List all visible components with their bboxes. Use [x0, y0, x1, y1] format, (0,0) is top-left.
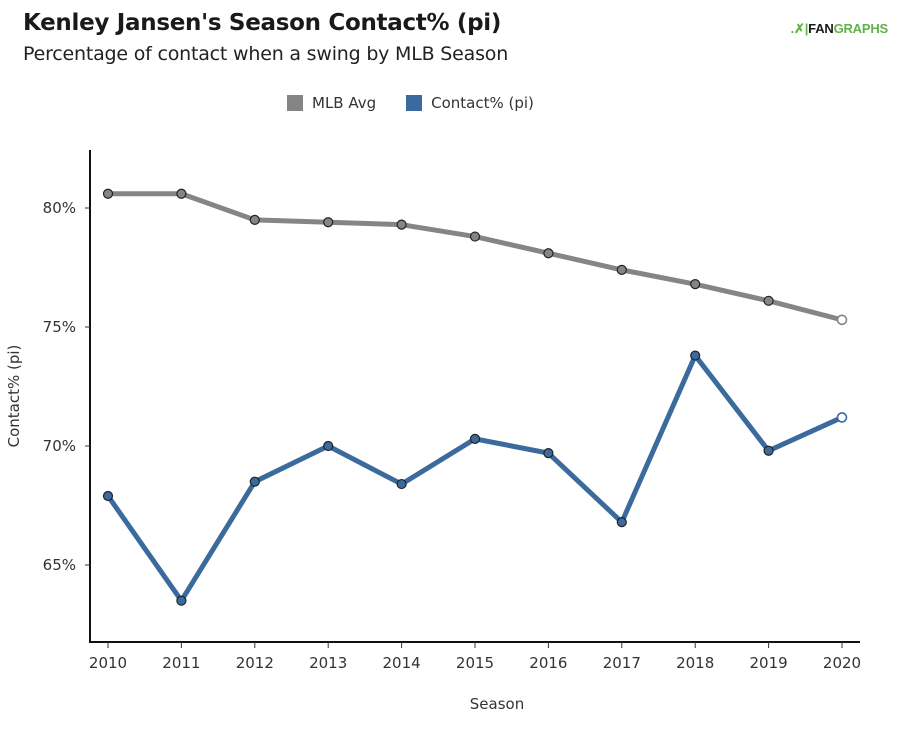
data-point-contact-pi[interactable]: 2019: 69.8%: [763, 445, 774, 456]
data-point-mlb-avg[interactable]: 2020: 75.3%: [836, 314, 848, 326]
data-point-mlb-avg[interactable]: 2010: 80.6%: [102, 188, 114, 199]
chart-legend: MLB Avg Contact% (pi): [287, 94, 564, 112]
data-point-mlb-avg[interactable]: 2015: 78.8%: [469, 231, 481, 242]
data-point-mlb-avg[interactable]: 2011: 80.6%: [176, 188, 187, 199]
data-point-mlb-avg[interactable]: 2016: 78.1%: [543, 248, 554, 259]
y-tick-label: 65%: [43, 556, 76, 574]
data-point-contact-pi[interactable]: 2016: 69.7%: [543, 448, 554, 459]
data-point-contact-pi[interactable]: 2015: 70.3%: [469, 433, 481, 444]
data-point-contact-pi[interactable]: 2017: 66.8%: [616, 517, 627, 528]
x-tick-label: 2020: [823, 654, 861, 672]
x-tick-label: 2012: [236, 654, 274, 672]
data-point-mlb-avg[interactable]: 2019: 76.1%: [763, 295, 774, 306]
y-axis-title: Contact% (pi): [5, 345, 23, 448]
data-point-mlb-avg[interactable]: 2017: 77.4%: [616, 264, 627, 275]
x-tick-label: 2018: [676, 654, 714, 672]
data-point-mlb-avg[interactable]: 2014: 79.3%: [396, 219, 407, 230]
chart-title: Kenley Jansen's Season Contact% (pi): [23, 10, 502, 36]
data-point-mlb-avg[interactable]: 2018: 76.8%: [690, 279, 701, 290]
legend-item-mlb-avg[interactable]: MLB Avg: [287, 94, 376, 112]
data-point-contact-pi[interactable]: 2013: 70%: [323, 440, 334, 452]
fangraphs-logo[interactable]: .✗|FANGRAPHS: [790, 21, 889, 37]
x-tick-label: 2011: [162, 654, 200, 672]
x-tick-label: 2017: [603, 654, 641, 672]
data-point-contact-pi[interactable]: 2011: 63.5%: [176, 595, 187, 606]
axes: 65% 70% 75% 80% 2010 2011 2012 2013 2014 2015 2016…: [43, 150, 861, 672]
y-tick-label: 70%: [43, 437, 76, 455]
data-point-mlb-avg[interactable]: 2013: 79.4%: [323, 217, 334, 228]
data-point-mlb-avg[interactable]: 2012: 79.5%: [249, 214, 260, 225]
x-tick-label: 2015: [456, 654, 494, 672]
x-axis-title: Season: [470, 695, 524, 713]
series-layer: 2010: 80.6% 2011: 80.6% 2012: 79.5% 2013: 7…: [102, 188, 848, 606]
logo-text-graphs: GRAPHS: [833, 21, 889, 36]
data-point-contact-pi[interactable]: 2012: 68.5%: [249, 476, 260, 487]
legend-label-mlb-avg: MLB Avg: [312, 94, 377, 112]
x-tick-label: 2010: [89, 654, 127, 672]
x-tick-label: 2014: [383, 654, 421, 672]
chart-subtitle: Percentage of contact when a swing by ML…: [23, 43, 509, 65]
series-line-contact-pi[interactable]: [105, 353, 845, 604]
legend-item-contact[interactable]: Contact% (pi): [406, 94, 534, 112]
data-point-contact-pi[interactable]: 2018: 73.8%: [690, 350, 701, 361]
y-tick-label: 80%: [43, 199, 76, 217]
data-point-contact-pi[interactable]: 2014: 68.4%: [396, 478, 407, 490]
data-point-contact-pi[interactable]: 2010: 67.9%: [102, 490, 114, 502]
x-tick-label: 2016: [529, 654, 567, 672]
legend-swatch-mlb-avg: [287, 95, 303, 111]
logo-text-fan: FAN: [808, 21, 834, 36]
y-tick-label: 75%: [43, 318, 76, 336]
x-tick-label: 2013: [309, 654, 347, 672]
data-point-contact-pi[interactable]: 2020: 71.2%: [836, 412, 848, 423]
legend-swatch-contact: [406, 95, 423, 111]
legend-label-contact: Contact% (pi): [431, 94, 534, 112]
series-line-mlb-avg[interactable]: [105, 191, 845, 323]
fangraphs-logo-icon: .✗|: [790, 21, 809, 36]
x-tick-label: 2019: [750, 654, 788, 672]
